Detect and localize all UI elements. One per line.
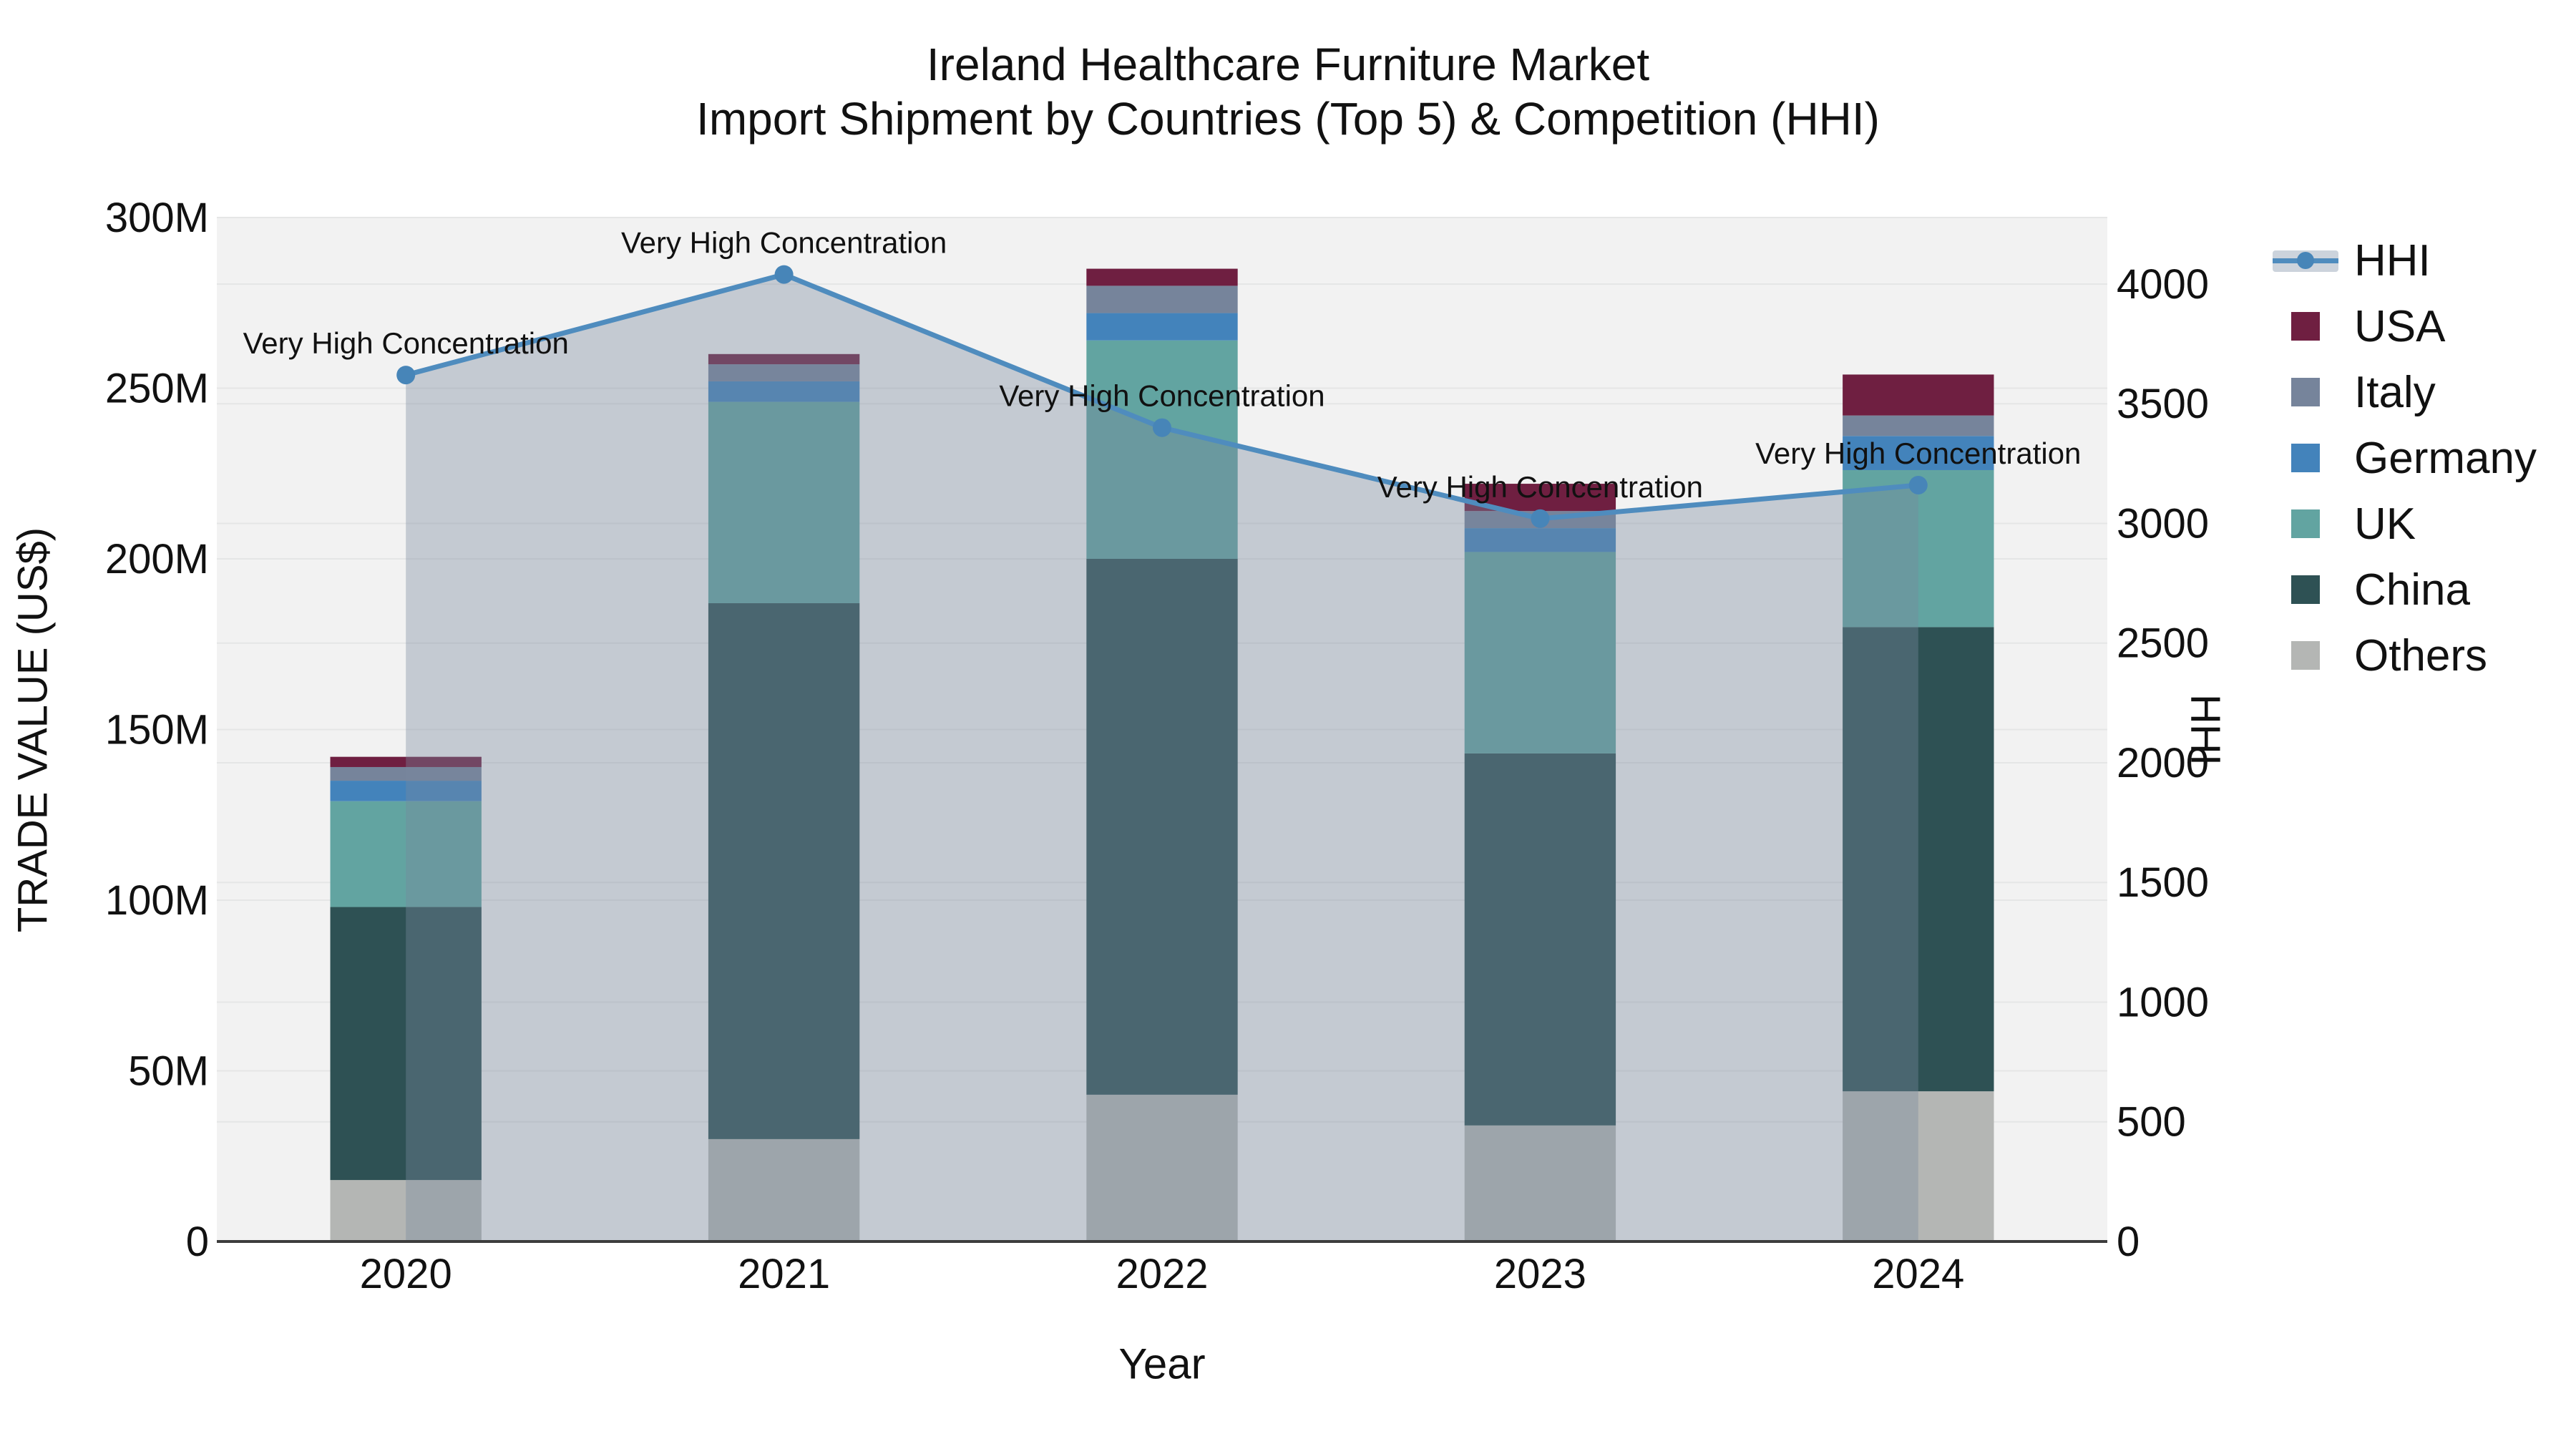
chart-title-line1: Ireland Healthcare Furniture Market xyxy=(926,39,1650,90)
bar-2020-italy xyxy=(330,766,482,781)
y-right-tick-1000: 1000 xyxy=(2117,979,2209,1025)
y-right-tick-0: 0 xyxy=(2117,1219,2140,1265)
bar-2020-uk xyxy=(330,801,482,907)
y-right-tick-3500: 3500 xyxy=(2117,381,2209,427)
bar-2022-uk xyxy=(1086,340,1238,559)
annotation-2023: Very High Concentration xyxy=(1377,470,1703,504)
x-tick-2022: 2022 xyxy=(1116,1251,1208,1297)
bar-2022-china xyxy=(1086,559,1238,1095)
y-left-tick-100M: 100M xyxy=(105,877,209,924)
bar-2024-others xyxy=(1843,1091,1994,1241)
bar-2020-usa xyxy=(330,756,482,767)
bar-2020-china xyxy=(330,907,482,1181)
bar-2023-germany xyxy=(1464,528,1616,552)
y-right-tick-3000: 3000 xyxy=(2117,500,2209,547)
bar-2023-china xyxy=(1464,753,1616,1126)
bar-2021-china xyxy=(708,603,860,1139)
legend-item-others[interactable]: Others xyxy=(2273,630,2537,681)
legend-label: UK xyxy=(2354,499,2416,549)
y-left-tick-300M: 300M xyxy=(105,195,209,241)
y-left-tick-200M: 200M xyxy=(105,536,209,582)
bar-2022-others xyxy=(1086,1094,1238,1241)
bar-2023-others xyxy=(1464,1125,1616,1241)
y-left-tick-0: 0 xyxy=(186,1219,209,1265)
hhi-marker-2021 xyxy=(774,265,794,284)
bar-2024-italy xyxy=(1843,415,1994,436)
legend-label: HHI xyxy=(2354,235,2431,286)
bar-2024-usa xyxy=(1843,374,1994,416)
x-tick-2021: 2021 xyxy=(738,1251,830,1297)
legend-label: China xyxy=(2354,565,2470,615)
annotation-2024: Very High Concentration xyxy=(1755,436,2081,470)
bar-2022-germany xyxy=(1086,313,1238,341)
y-left-tick-50M: 50M xyxy=(128,1048,209,1095)
y-left-tick-250M: 250M xyxy=(105,366,209,412)
bar-2024-germany xyxy=(1843,436,1994,470)
legend-label: Others xyxy=(2354,630,2488,680)
y-right-tick-2500: 2500 xyxy=(2117,620,2209,667)
hhi-line-icon xyxy=(2273,235,2338,286)
bar-2021-germany xyxy=(708,381,860,402)
y-right-tick-2000: 2000 xyxy=(2117,740,2209,786)
y-right-tick-1500: 1500 xyxy=(2117,859,2209,906)
bar-2022-usa xyxy=(1086,268,1238,286)
legend-item-germany[interactable]: Germany xyxy=(2273,432,2537,484)
legend-item-hhi[interactable]: HHI xyxy=(2273,235,2537,286)
legend-item-china[interactable]: China xyxy=(2273,564,2537,615)
legend: HHI USA Italy Germany UK China Others xyxy=(2273,235,2537,696)
x-tick-2020: 2020 xyxy=(360,1251,452,1297)
bar-2021-usa xyxy=(708,353,860,365)
hhi-marker-2023 xyxy=(1531,509,1550,528)
bar-2022-italy xyxy=(1086,286,1238,313)
bar-2021-uk xyxy=(708,401,860,604)
chart-title-line2: Import Shipment by Countries (Top 5) & C… xyxy=(696,93,1880,145)
annotation-2022: Very High Concentration xyxy=(999,379,1324,413)
china-swatch-icon xyxy=(2273,564,2338,615)
usa-swatch-icon xyxy=(2273,301,2338,352)
bar-2021-italy xyxy=(708,364,860,381)
legend-label: Italy xyxy=(2354,367,2436,417)
bar-2020-germany xyxy=(330,781,482,801)
y-right-tick-4000: 4000 xyxy=(2117,261,2209,308)
y-right-tick-500: 500 xyxy=(2117,1099,2186,1146)
italy-swatch-icon xyxy=(2273,366,2338,418)
others-swatch-icon xyxy=(2273,630,2338,681)
legend-item-italy[interactable]: Italy xyxy=(2273,366,2537,418)
hhi-marker-2024 xyxy=(1908,475,1928,494)
annotation-2020: Very High Concentration xyxy=(243,326,569,360)
hhi-marker-swatch xyxy=(2297,252,2314,269)
bar-2024-china xyxy=(1843,627,1994,1092)
y-axis-title-left: TRADE VALUE (US$) xyxy=(9,527,57,933)
bar-2023-uk xyxy=(1464,552,1616,753)
y-axis-title-right: HHI xyxy=(2182,694,2229,766)
chart-title: Ireland Healthcare Furniture Market Impo… xyxy=(0,37,2576,146)
legend-item-uk[interactable]: UK xyxy=(2273,498,2537,550)
bar-2021-others xyxy=(708,1138,860,1241)
y-left-tick-150M: 150M xyxy=(105,707,209,753)
hhi-marker-2022 xyxy=(1153,418,1171,437)
hhi-marker-2020 xyxy=(396,366,416,385)
hhi-area-fill xyxy=(406,274,1918,1241)
bar-2024-uk xyxy=(1843,469,1994,628)
annotation-2021: Very High Concentration xyxy=(621,226,947,260)
legend-label: Germany xyxy=(2354,433,2537,483)
bar-2020-others xyxy=(330,1180,482,1241)
legend-item-usa[interactable]: USA xyxy=(2273,301,2537,352)
x-axis-title: Year xyxy=(1118,1340,1206,1388)
germany-swatch-icon xyxy=(2273,432,2338,484)
x-tick-2023: 2023 xyxy=(1494,1251,1586,1297)
x-tick-2024: 2024 xyxy=(1872,1251,1964,1297)
legend-label: USA xyxy=(2354,301,2446,351)
uk-swatch-icon xyxy=(2273,498,2338,550)
